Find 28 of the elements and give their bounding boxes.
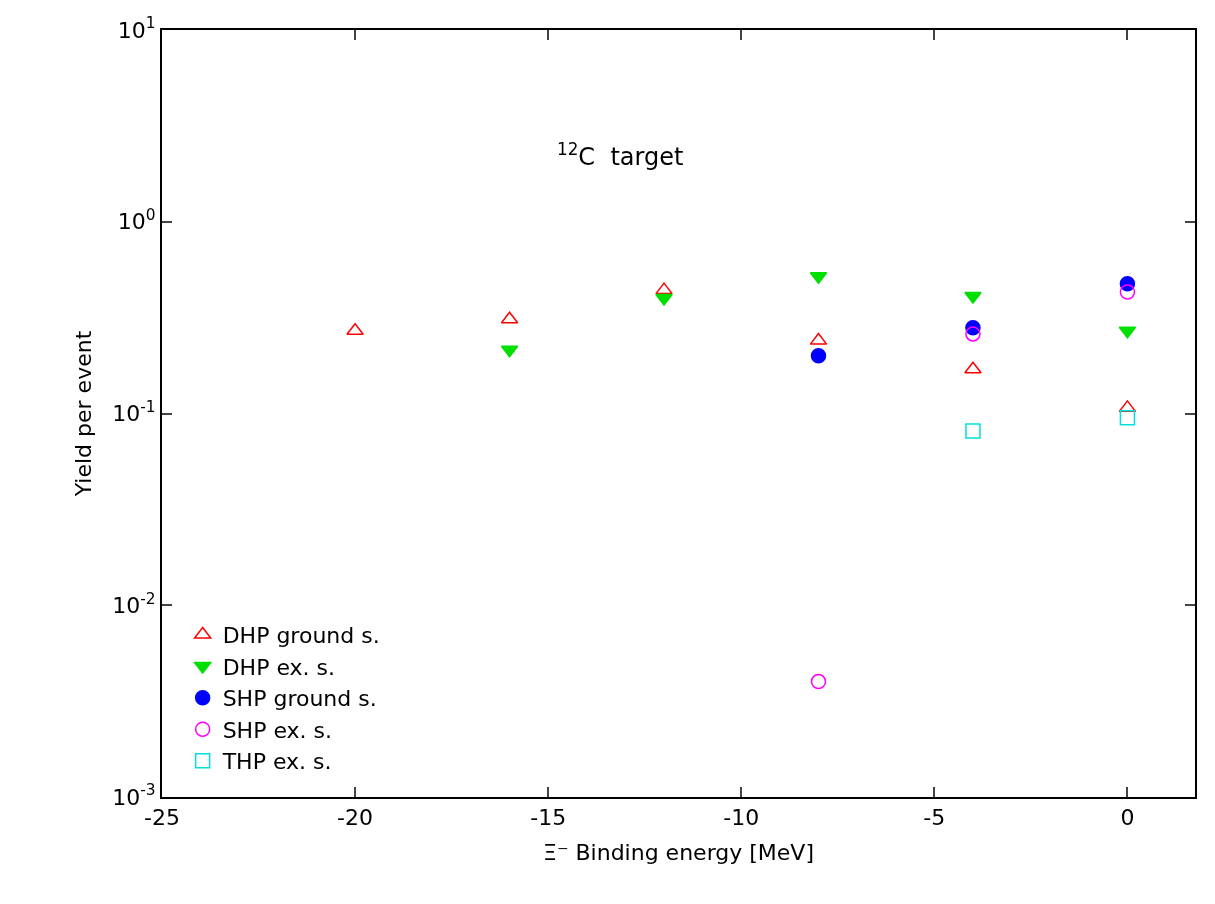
point — [655, 293, 673, 306]
x-axis-title: Ξ⁻ Binding energy [MeV] — [542, 839, 815, 865]
y-tick-label: 10$^{-2}$ — [112, 589, 156, 618]
y-tick-label: 10$^{-1}$ — [112, 397, 156, 427]
point — [1119, 410, 1136, 426]
x-tick-label: -10 — [723, 805, 760, 831]
x-tick-label: 0 — [1120, 805, 1135, 831]
legend-label: SHP ground s. — [222, 686, 377, 712]
x-tick-label: -15 — [530, 805, 567, 831]
legend-label: THP ex. s. — [221, 749, 332, 775]
x-tick-label: -20 — [337, 805, 374, 831]
point — [964, 291, 982, 304]
y-axis-title: Yield per event — [70, 330, 96, 498]
point — [1119, 284, 1136, 300]
point — [810, 348, 827, 364]
point — [655, 282, 673, 295]
y-tick-label: 10$^{1}$ — [117, 14, 156, 43]
point — [964, 361, 982, 374]
legend-label: DHP ground s. — [222, 623, 380, 649]
y-tick-label: 10$^{0}$ — [117, 206, 156, 235]
x-tick-label: -5 — [923, 805, 946, 831]
point — [346, 323, 364, 336]
point — [965, 326, 981, 342]
point — [965, 423, 981, 439]
legend-label: DHP ex. s. — [222, 654, 336, 680]
legend-label: SHP ex. s. — [222, 717, 333, 743]
point — [810, 673, 827, 690]
annotation: $^{12}$C target — [557, 139, 684, 172]
